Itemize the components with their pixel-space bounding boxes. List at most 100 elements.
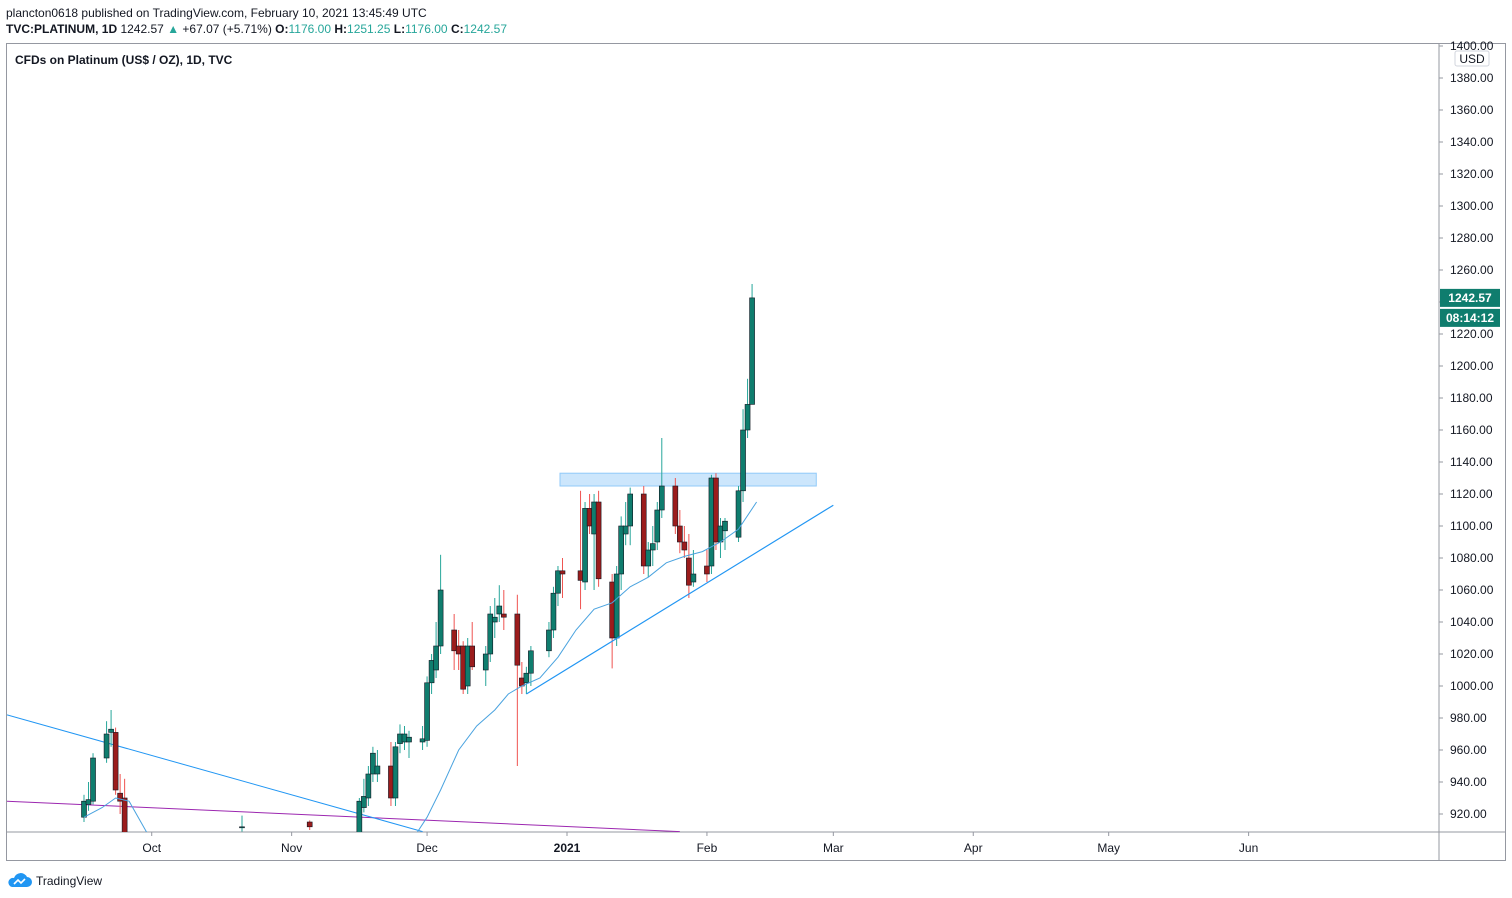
descending-trendline — [7, 714, 423, 832]
candle-body — [374, 765, 381, 775]
open-value: 1176.00 — [288, 22, 332, 36]
price-tick-label: 1100.00 — [1450, 519, 1493, 533]
candle-body — [618, 525, 624, 575]
candle-body — [365, 773, 372, 799]
price-tick-label: 1120.00 — [1450, 487, 1493, 501]
moving-average-line — [83, 501, 758, 832]
price-tick-label: 1140.00 — [1450, 455, 1493, 469]
price-tick-label: 1300.00 — [1450, 199, 1494, 213]
candle-body — [681, 541, 688, 551]
price-tick-label: 1020.00 — [1450, 647, 1494, 661]
price-tick-label: 1340.00 — [1450, 135, 1494, 149]
countdown-box — [1440, 308, 1500, 327]
price-tick-label: 1220.00 — [1450, 327, 1494, 341]
candle-body — [555, 570, 561, 594]
price-tick-label: 920.00 — [1450, 807, 1487, 821]
candle-body — [690, 573, 697, 583]
candle-body — [112, 732, 119, 791]
candle-body — [433, 645, 439, 671]
candle-body — [437, 589, 444, 647]
candle-body — [121, 797, 128, 832]
candle-body — [722, 520, 728, 532]
price-tick-label: 1000.00 — [1450, 679, 1494, 693]
candle-body — [514, 613, 521, 666]
symbol-ohlc-line: TVC:PLATINUM, 1D 1242.57 ▲ +67.07 (+5.71… — [6, 21, 507, 37]
candle-body — [744, 404, 751, 431]
candle-body — [424, 682, 430, 741]
candle-body — [559, 570, 566, 575]
candle-body — [713, 477, 719, 543]
price-tick-label: 1400.00 — [1450, 39, 1494, 53]
change-arrow-icon: ▲ — [167, 22, 180, 36]
price-tick-label: 1060.00 — [1450, 583, 1494, 597]
currency-label: USD — [1459, 52, 1485, 66]
tradingview-brand-text: TradingView — [36, 874, 103, 888]
price-tick-label: 1280.00 — [1450, 231, 1494, 245]
candle-body — [361, 796, 367, 808]
chart-legend-title: CFDs on Platinum (US$ / OZ), 1D, TVC — [15, 53, 233, 67]
candle-body — [546, 629, 552, 652]
candle-body — [677, 525, 683, 543]
candle-body — [469, 645, 476, 668]
tradingview-cloud-icon — [8, 873, 32, 887]
open-label: O: — [275, 22, 289, 36]
price-tick-label: 1380.00 — [1450, 71, 1494, 85]
publisher-line: plancton0618 published on TradingView.co… — [6, 5, 427, 21]
last-price-label: 1242.57 — [1448, 291, 1492, 305]
candle-body — [523, 672, 530, 684]
candle-body — [613, 573, 620, 639]
drawings-front — [83, 501, 834, 832]
candle-body — [550, 592, 557, 631]
change-text: +67.07 (+5.71%) — [182, 22, 272, 36]
last-price-text: 1242.57 — [120, 22, 164, 36]
candle-body — [501, 613, 507, 618]
purple-trendline — [7, 800, 680, 832]
time-tick-label: Oct — [142, 841, 161, 855]
candle-body — [482, 653, 489, 671]
price-tick-label: 940.00 — [1450, 775, 1487, 789]
candle-body — [528, 650, 534, 674]
time-tick-label: Nov — [281, 841, 302, 855]
price-tick-label: 1200.00 — [1450, 359, 1494, 373]
axis-lines — [7, 44, 1505, 860]
publisher-text: plancton0618 published on TradingView.co… — [6, 6, 427, 20]
candle-body — [749, 297, 755, 405]
candle-body — [735, 490, 742, 538]
ascending-trendline — [526, 504, 834, 695]
candle-body — [622, 525, 629, 535]
candle-body — [627, 493, 633, 527]
price-tick-label: 1040.00 — [1450, 615, 1494, 629]
candle-body — [582, 508, 588, 583]
candle-body — [595, 501, 602, 580]
price-tick-label: 1080.00 — [1450, 551, 1494, 565]
candle-body — [672, 485, 679, 527]
time-tick-label: Dec — [416, 841, 437, 855]
candle-body — [640, 493, 647, 567]
candles — [81, 284, 755, 832]
candle-body — [649, 543, 656, 551]
countdown-label: 08:14:12 — [1446, 311, 1494, 325]
low-label: L: — [393, 22, 406, 36]
candle-body — [370, 752, 376, 775]
candle-body — [686, 557, 692, 586]
time-ticks: Oct Nov Dec 2021 Feb Mar Apr May Jun — [142, 832, 1258, 855]
close-value: 1242.57 — [463, 22, 507, 36]
price-tick-label: 980.00 — [1450, 711, 1487, 725]
time-tick-label: Apr — [964, 841, 983, 855]
chart-frame[interactable] — [6, 43, 1506, 861]
price-boxes: 1242.57 08:14:12 — [1440, 288, 1500, 327]
candle-body — [392, 746, 399, 799]
candle-body — [103, 733, 110, 759]
candle-body — [428, 660, 435, 684]
candle-body — [740, 429, 746, 492]
candle-body — [487, 613, 494, 655]
candle-body — [645, 549, 652, 567]
price-tick-label: 1260.00 — [1450, 263, 1494, 277]
candle-body — [654, 509, 661, 543]
candle-body — [658, 485, 665, 511]
candle-body — [491, 616, 498, 623]
candle-body — [704, 565, 710, 575]
high-label: H: — [334, 22, 348, 36]
tradingview-logo[interactable]: TradingView — [6, 872, 102, 890]
